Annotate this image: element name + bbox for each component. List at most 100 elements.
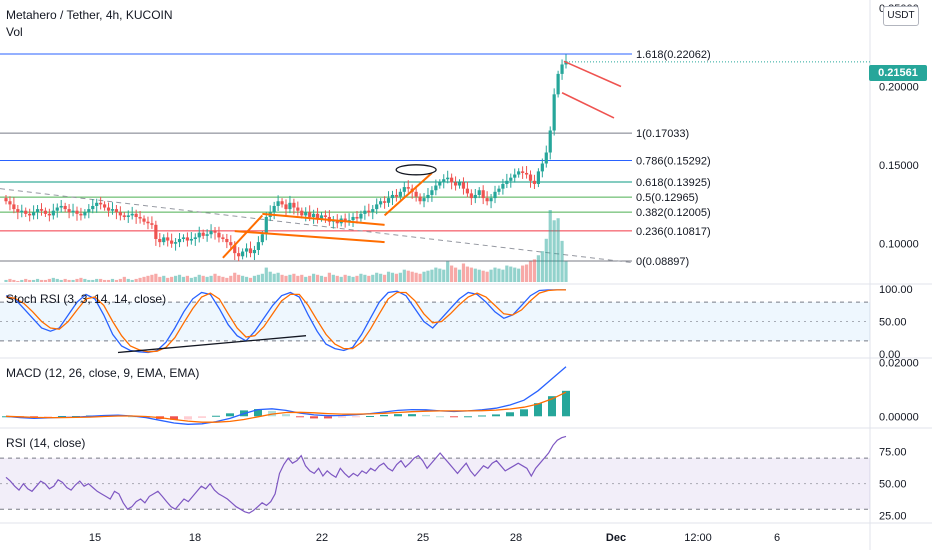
stoch-divergence-line	[117, 335, 307, 354]
volume-bar	[201, 275, 205, 282]
candle-body	[442, 179, 446, 183]
volume-bar	[390, 272, 395, 282]
volume-bar	[402, 269, 406, 282]
volume-bar	[414, 272, 418, 282]
stoch-k-line	[5, 289, 566, 354]
chart-title: Metahero / Tether, 4h, KUCOIN	[6, 8, 173, 22]
volume-bar	[83, 278, 87, 282]
macd-histogram-bar	[44, 416, 52, 418]
volume-bar	[489, 269, 493, 282]
volume-bar	[430, 269, 434, 282]
volume-bar	[540, 251, 544, 282]
candle-body	[83, 212, 87, 216]
volume-bar	[256, 274, 260, 282]
rsi-title: RSI (14, close)	[6, 436, 86, 450]
candle-body	[158, 238, 162, 243]
candle-body	[300, 210, 304, 216]
fib-level-label: 0(0.08897)	[636, 256, 689, 268]
candle-body	[426, 194, 430, 199]
volume-bar	[323, 276, 328, 282]
dashed-trendline	[0, 188, 633, 264]
volume-bar	[564, 261, 568, 282]
volume-bar	[446, 261, 450, 282]
currency-button[interactable]: USDT	[883, 6, 919, 26]
time-axis-tick: 22	[316, 532, 328, 544]
candle-body	[363, 210, 367, 214]
volume-bar	[181, 276, 186, 282]
macd-histogram-bar	[184, 416, 192, 420]
candle-body	[315, 213, 320, 219]
candle-body	[485, 198, 489, 202]
volume-bar	[142, 276, 146, 282]
volume-bar	[308, 275, 312, 282]
candle-body	[540, 163, 544, 172]
macd-histogram-bar	[534, 403, 542, 417]
volume-bar	[79, 277, 83, 282]
macd-histogram-bar	[394, 414, 402, 417]
volume-bar	[122, 276, 126, 282]
macd-histogram-bar	[492, 414, 500, 417]
volume-bar	[485, 271, 489, 282]
volume-bar	[59, 279, 63, 282]
volume-bar	[244, 276, 249, 282]
candle-body	[4, 198, 8, 202]
candle-body	[536, 171, 540, 184]
candle-body	[304, 212, 308, 216]
volume-bar	[367, 275, 371, 282]
candle-body	[355, 216, 359, 219]
candle-body	[114, 209, 119, 213]
candle-body	[106, 207, 111, 211]
candle-body	[343, 218, 347, 222]
candle-body	[446, 177, 450, 180]
candle-body	[8, 201, 12, 205]
candle-body	[110, 209, 115, 211]
candle-body	[513, 174, 517, 178]
candle-body	[138, 216, 142, 219]
candle-body	[477, 190, 481, 195]
volume-bar	[304, 276, 308, 282]
candle-body	[493, 191, 497, 199]
volume-bar	[379, 273, 383, 282]
candle-body	[24, 210, 28, 214]
macd-histogram-bar	[212, 415, 220, 417]
volume-bar	[528, 261, 533, 282]
rsi-axis-tick: 50.00	[879, 479, 907, 491]
candle-body	[501, 183, 505, 189]
candle-body	[209, 231, 213, 235]
red-wedge-top	[563, 60, 622, 88]
time-axis-tick: 18	[189, 532, 201, 544]
volume-bar	[87, 279, 91, 282]
volume-bar	[110, 278, 115, 282]
time-axis-tick: 28	[510, 532, 522, 544]
candle-body	[390, 194, 395, 199]
volume-bar	[185, 275, 190, 282]
fib-level-label: 0.236(0.10817)	[636, 226, 711, 238]
macd-histogram-bar	[422, 414, 430, 417]
macd-histogram-bar	[506, 412, 514, 417]
candle-body	[296, 207, 300, 211]
ellipse-marker	[395, 164, 437, 176]
candle-body	[181, 237, 186, 239]
macd-histogram-bar	[226, 413, 234, 417]
volume-bar	[450, 265, 454, 282]
volume-bar	[339, 276, 343, 282]
volume-bar	[544, 238, 548, 282]
volume-bar	[319, 275, 324, 282]
volume-bar	[347, 275, 351, 282]
candle-body	[197, 232, 201, 238]
candle-body	[489, 198, 493, 202]
candle-body	[248, 248, 253, 254]
volume-bar	[501, 269, 505, 282]
volume-bar	[438, 268, 442, 282]
candle-body	[560, 64, 564, 74]
candle-body	[173, 242, 178, 244]
volume-bar	[8, 278, 12, 282]
candle-body	[351, 216, 355, 221]
candle-body	[517, 171, 521, 175]
volume-bar	[363, 274, 367, 282]
volume-bar	[410, 271, 414, 282]
volume-bar	[288, 274, 292, 282]
volume-bar	[513, 267, 517, 282]
volume-bar	[398, 272, 402, 282]
